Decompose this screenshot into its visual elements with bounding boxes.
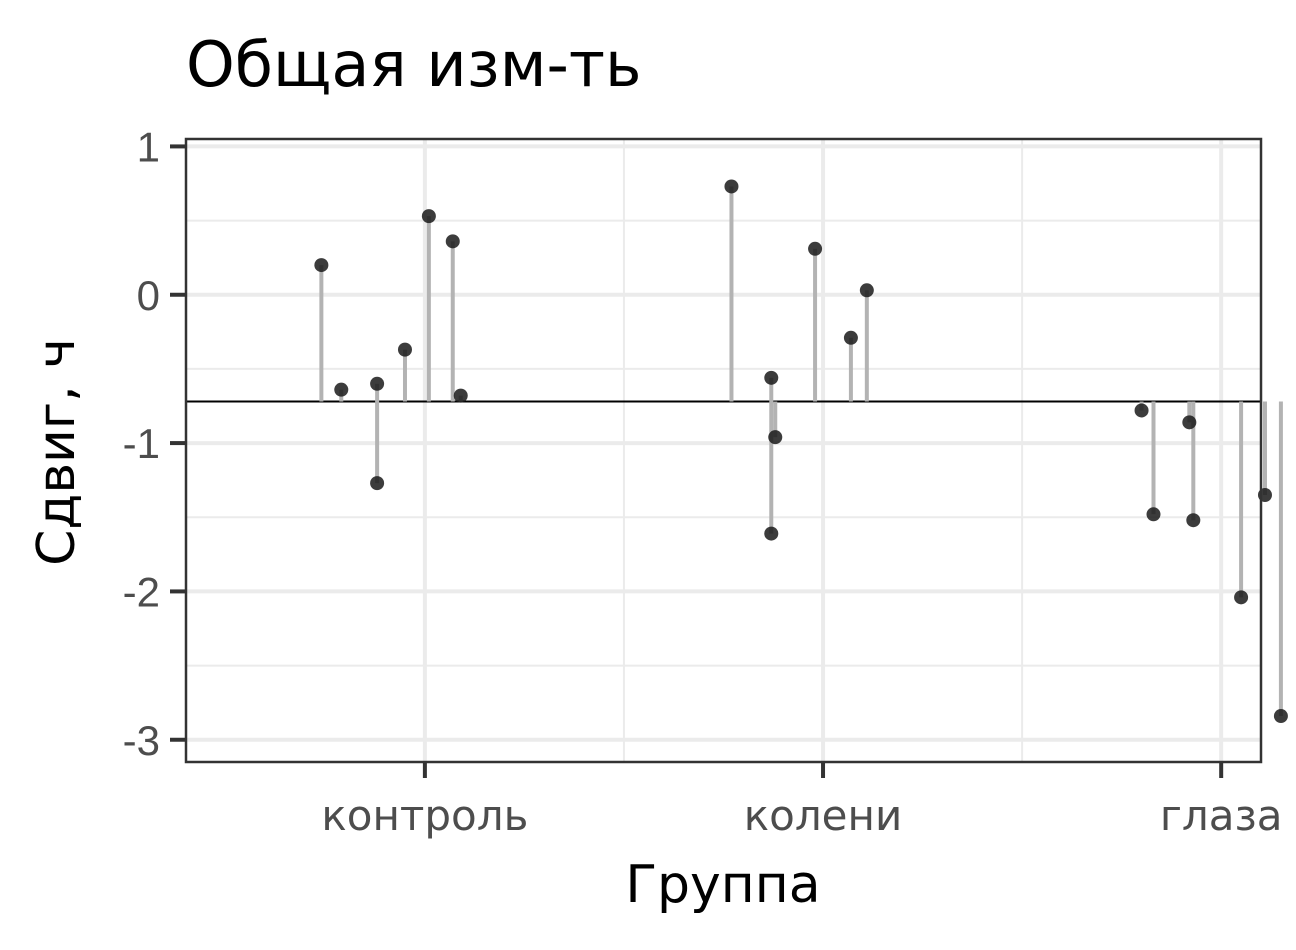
data-point	[1134, 403, 1149, 418]
data-point	[370, 376, 385, 391]
data-point	[768, 430, 783, 445]
x-tick-label: контроль	[321, 791, 528, 840]
data-point	[859, 283, 874, 298]
data-point	[334, 382, 349, 397]
axes: 1 0 -1 -2 -3 контроль колени глаза	[123, 123, 1283, 840]
data-point	[421, 209, 436, 224]
data-point	[1182, 415, 1197, 430]
y-tick-label: -1	[123, 420, 160, 467]
points	[314, 179, 1288, 724]
x-tick-label: колени	[744, 791, 903, 840]
x-axis-title: Группа	[625, 855, 820, 915]
panel-background	[186, 139, 1261, 762]
y-tick-label: -3	[123, 717, 160, 764]
panel-border	[184, 137, 1263, 764]
data-point	[1146, 507, 1161, 522]
y-axis-title: Сдвиг, ч	[27, 338, 87, 566]
data-point	[370, 476, 385, 491]
data-point	[1273, 709, 1288, 724]
data-point	[843, 330, 858, 345]
data-point	[764, 526, 779, 541]
data-point	[808, 241, 823, 256]
data-point	[764, 370, 779, 385]
chart-title: Общая изм-ть	[186, 28, 642, 101]
data-point	[445, 234, 460, 249]
y-tick-label: 0	[137, 272, 160, 319]
data-point	[724, 179, 739, 194]
data-point	[1186, 513, 1201, 528]
data-point	[314, 258, 329, 273]
grid	[186, 139, 1261, 762]
data-point	[397, 342, 412, 357]
y-tick-label: 1	[137, 123, 160, 170]
data-point	[453, 388, 468, 403]
y-tick-label: -2	[123, 568, 160, 615]
data-point	[1234, 590, 1249, 605]
x-tick-label: глаза	[1160, 791, 1283, 840]
